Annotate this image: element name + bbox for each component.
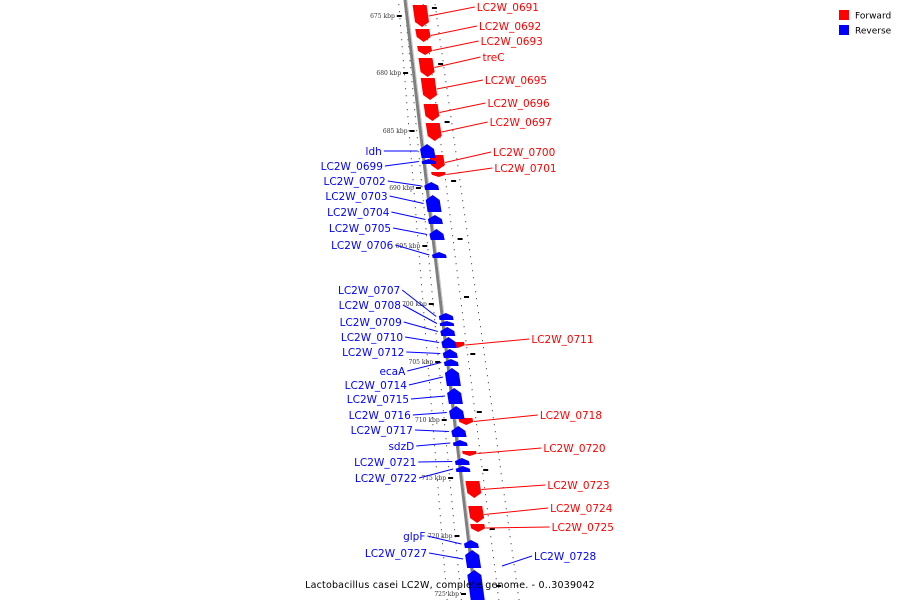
reverse-gene-arrow[interactable]: [442, 349, 458, 358]
scale-tick-label: 705 kbp: [409, 359, 434, 366]
scale-tick-label: 680 kbp: [376, 70, 401, 77]
reverse-gene-label[interactable]: LC2W_0728: [534, 551, 596, 563]
forward-gene-arrow[interactable]: [465, 481, 482, 498]
reverse-gene-arrow[interactable]: [467, 570, 485, 600]
scale-tick-label: 695 kbp: [396, 243, 421, 250]
reverse-gene-label[interactable]: LC2W_0727: [365, 548, 427, 560]
reverse-gene-label[interactable]: ecaA: [379, 366, 406, 378]
legend-swatch-forward: [839, 10, 849, 20]
reverse-gene-arrow[interactable]: [455, 466, 471, 472]
scale-ticks: 675 kbp 680 kbp 685 kbp 690 kbp 695 kbp 700 k…: [370, 7, 502, 598]
forward-gene-label[interactable]: LC2W_0693: [481, 36, 543, 48]
reverse-gene-arrow[interactable]: [451, 426, 467, 437]
reverse-gene-label[interactable]: sdzD: [388, 441, 414, 453]
gene-labels: LC2W_0691 LC2W_0692 LC2W_0693 treC LC2W_0695…: [321, 2, 614, 563]
forward-gene-label[interactable]: treC: [482, 52, 504, 64]
forward-gene-label[interactable]: LC2W_0696: [487, 98, 550, 110]
reverse-gene-arrow[interactable]: [427, 215, 443, 224]
reverse-gene-arrow[interactable]: [443, 359, 459, 366]
reverse-gene-label[interactable]: LC2W_0712: [342, 347, 404, 359]
forward-gene-label[interactable]: LC2W_0692: [479, 21, 541, 33]
forward-gene-arrow[interactable]: [423, 104, 440, 121]
forward-gene-arrow[interactable]: [425, 123, 442, 141]
reverse-gene-arrow[interactable]: [421, 159, 437, 164]
forward-gene-arrow[interactable]: [429, 155, 445, 170]
reverse-gene-arrow[interactable]: [438, 313, 454, 320]
forward-gene-arrow[interactable]: [415, 29, 431, 42]
forward-gene-label[interactable]: LC2W_0718: [540, 410, 602, 422]
reverse-gene-label[interactable]: LC2W_0714: [345, 380, 408, 392]
scale-tick-label: 710 kbp: [415, 417, 440, 424]
reverse-gene-arrow[interactable]: [449, 406, 465, 419]
reverse-gene-label[interactable]: LC2W_0709: [340, 317, 402, 329]
reverse-gene-label[interactable]: LC2W_0721: [354, 457, 416, 469]
forward-gene-label[interactable]: LC2W_0724: [550, 503, 613, 515]
forward-gene-label[interactable]: LC2W_0697: [490, 117, 552, 129]
forward-gene-arrow[interactable]: [418, 58, 435, 77]
genome-backbone: [403, 0, 478, 600]
forward-gene-label[interactable]: LC2W_0691: [477, 2, 539, 14]
reverse-gene-arrow[interactable]: [452, 440, 468, 446]
reverse-gene-label[interactable]: glpF: [403, 531, 425, 543]
legend: Forward Reverse: [839, 10, 892, 37]
reverse-gene-arrow[interactable]: [439, 321, 455, 326]
scale-tick-label: 675 kbp: [370, 13, 395, 20]
legend-label-forward: Forward: [855, 12, 891, 22]
legend-swatch-reverse: [839, 25, 849, 35]
reverse-gene-label[interactable]: LC2W_0716: [349, 410, 412, 422]
reverse-gene-label[interactable]: LC2W_0710: [341, 332, 403, 344]
reverse-gene-arrow[interactable]: [454, 458, 470, 465]
reverse-gene-label[interactable]: LC2W_0704: [327, 207, 390, 219]
forward-gene-label[interactable]: LC2W_0720: [543, 443, 605, 455]
forward-gene-arrow[interactable]: [417, 46, 433, 55]
forward-gene-arrow[interactable]: [468, 506, 485, 523]
reverse-gene-label[interactable]: LC2W_0706: [331, 240, 394, 252]
legend-label-reverse: Reverse: [855, 27, 892, 37]
reverse-gene-arrow[interactable]: [444, 368, 461, 386]
reverse-gene-label[interactable]: LC2W_0699: [321, 161, 383, 173]
reverse-gene-label[interactable]: LC2W_0705: [329, 223, 391, 235]
scale-tick-label: 690 kbp: [389, 185, 414, 192]
forward-gene-arrow[interactable]: [462, 451, 477, 456]
scale-tick-label: 685 kbp: [383, 128, 408, 135]
reverse-gene-label[interactable]: LC2W_0717: [351, 425, 413, 437]
reverse-gene-label[interactable]: LC2W_0703: [325, 191, 387, 203]
reverse-gene-arrow[interactable]: [420, 144, 436, 158]
reverse-gene-arrow[interactable]: [440, 327, 456, 336]
forward-gene-arrow[interactable]: [470, 524, 486, 532]
scale-tick-label: 700 kbp: [402, 301, 427, 308]
reverse-gene-label[interactable]: LC2W_0715: [347, 394, 409, 406]
forward-gene-arrow[interactable]: [431, 172, 446, 177]
reverse-gene-label[interactable]: LC2W_0722: [355, 473, 417, 485]
reverse-gene-arrow[interactable]: [425, 195, 442, 212]
forward-gene-arrow[interactable]: [458, 418, 474, 425]
forward-gene-label[interactable]: LC2W_0695: [485, 75, 547, 87]
reverse-gene-label[interactable]: ldh: [366, 146, 382, 158]
scale-tick-label: 715 kbp: [421, 475, 446, 482]
forward-gene-label[interactable]: LC2W_0723: [547, 480, 609, 492]
reverse-gene-label[interactable]: LC2W_0702: [323, 176, 385, 188]
forward-gene-label[interactable]: LC2W_0701: [494, 163, 556, 175]
reverse-gene-label[interactable]: LC2W_0708: [339, 300, 401, 312]
reverse-gene-arrow[interactable]: [429, 229, 445, 240]
reverse-gene-arrow[interactable]: [464, 540, 479, 548]
scale-tick-label: 720 kbp: [428, 533, 453, 540]
forward-gene-arrow[interactable]: [412, 5, 429, 27]
label-connectors: [383, 6, 550, 567]
reverse-gene-arrow[interactable]: [424, 182, 440, 190]
forward-gene-label[interactable]: LC2W_0700: [493, 147, 555, 159]
reverse-gene-label[interactable]: LC2W_0707: [338, 285, 400, 297]
scale-tick-label: 725 kbp: [434, 591, 459, 598]
forward-gene-label[interactable]: LC2W_0711: [531, 334, 593, 346]
reverse-gene-arrow[interactable]: [465, 550, 482, 568]
map-title: Lactobacillus casei LC2W, complete genom…: [305, 580, 595, 591]
reverse-gene-arrow[interactable]: [432, 252, 447, 258]
reverse-gene-arrow[interactable]: [447, 388, 463, 404]
forward-gene-label[interactable]: LC2W_0725: [552, 522, 614, 534]
forward-gene-arrow[interactable]: [420, 78, 438, 100]
gene-features: [412, 5, 486, 600]
reverse-gene-arrow[interactable]: [441, 337, 457, 348]
